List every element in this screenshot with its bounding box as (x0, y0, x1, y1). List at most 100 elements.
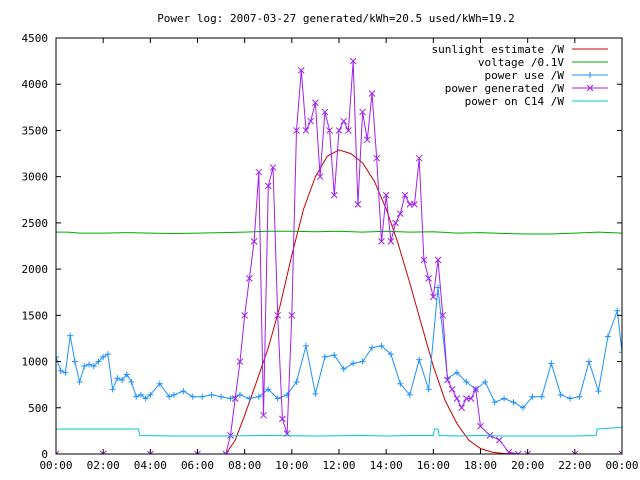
data-point (444, 376, 451, 384)
data-point (434, 256, 442, 264)
data-point (354, 201, 362, 208)
data-point (312, 390, 319, 397)
data-point (387, 238, 395, 245)
data-point (279, 415, 286, 423)
x-tick-label: 00:00 (39, 459, 72, 472)
series-layer (56, 57, 622, 454)
legend-label: power generated /W (445, 82, 565, 95)
data-point (231, 395, 239, 402)
data-point (321, 353, 328, 360)
data-point (194, 450, 201, 454)
data-point (557, 391, 564, 398)
data-point (109, 386, 116, 393)
data-point (463, 378, 470, 385)
data-point (350, 360, 357, 367)
data-point (477, 422, 484, 430)
data-point (429, 293, 437, 301)
data-point (189, 393, 196, 400)
data-point (548, 360, 555, 367)
data-point (349, 57, 357, 65)
data-point (208, 391, 215, 398)
data-point (373, 154, 381, 162)
x-tick-label: 10:00 (275, 459, 308, 472)
data-point (491, 399, 498, 406)
data-point (467, 395, 475, 402)
data-point (363, 136, 371, 144)
data-point (307, 117, 315, 125)
data-point (147, 391, 154, 398)
data-point (340, 117, 348, 125)
y-tick-label: 0 (41, 448, 48, 461)
x-tick-label: 22:00 (558, 459, 591, 472)
data-point (330, 191, 338, 199)
data-point (604, 333, 611, 340)
data-point (420, 256, 428, 264)
x-tick-label: 08:00 (228, 459, 261, 472)
y-tick-label: 1500 (22, 309, 49, 322)
y-tick-label: 500 (28, 402, 48, 415)
data-point (416, 356, 423, 363)
data-point (293, 127, 300, 134)
data-point (368, 90, 376, 97)
data-point (218, 393, 225, 400)
data-point (411, 201, 418, 208)
data-point (146, 450, 154, 454)
data-point (614, 307, 621, 314)
data-point (71, 358, 78, 365)
data-point (448, 385, 456, 393)
data-point (453, 395, 461, 402)
data-point (246, 395, 253, 402)
data-point (510, 399, 517, 406)
data-point (392, 219, 399, 227)
data-point (100, 353, 107, 360)
data-point (227, 395, 234, 402)
data-point (387, 351, 394, 358)
y-tick-label: 2500 (22, 217, 49, 230)
series-line-4 (56, 61, 622, 454)
legend-label: power on C14 /W (465, 95, 565, 108)
data-point (519, 404, 526, 411)
data-point (529, 393, 536, 400)
x-tick-label: 12:00 (322, 459, 355, 472)
y-tick-label: 3500 (22, 124, 49, 137)
data-point (382, 191, 390, 199)
data-point (123, 371, 130, 378)
data-point (302, 127, 310, 134)
data-point (133, 393, 140, 400)
y-tick-label: 3000 (22, 171, 49, 184)
data-point (255, 168, 263, 176)
data-point (415, 154, 423, 162)
x-tick-label: 00:00 (605, 459, 638, 472)
y-tick-label: 4500 (22, 32, 49, 45)
data-point (406, 391, 413, 398)
data-point (57, 367, 64, 374)
data-point (396, 210, 404, 217)
data-point (293, 378, 300, 385)
data-point (99, 450, 107, 454)
data-point (264, 182, 272, 190)
data-point (425, 275, 432, 282)
x-tick-label: 16:00 (417, 459, 450, 472)
data-point (359, 108, 366, 116)
data-point (56, 353, 59, 360)
data-point (62, 369, 69, 376)
data-point (595, 388, 602, 395)
legend-label: power use /W (485, 69, 565, 82)
data-point (501, 395, 508, 402)
data-point (297, 67, 305, 74)
data-point (331, 352, 338, 359)
data-point (316, 173, 324, 181)
data-point (378, 342, 385, 349)
data-point (90, 363, 97, 370)
data-point (312, 99, 319, 107)
data-point (274, 395, 281, 402)
data-point (619, 349, 622, 356)
data-point (458, 404, 465, 412)
legend-label: voltage /0.1V (478, 56, 564, 69)
data-point (104, 351, 111, 358)
data-point (340, 365, 347, 372)
data-point (114, 375, 121, 382)
data-point (576, 393, 583, 400)
